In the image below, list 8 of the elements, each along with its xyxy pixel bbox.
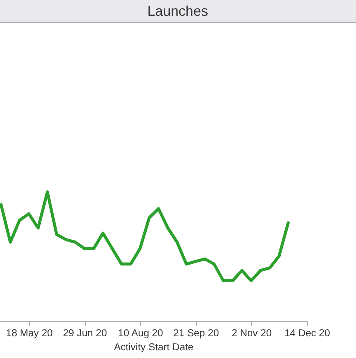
- x-tick-label: 14 Dec 20: [284, 328, 331, 340]
- x-tick-label: 29 Jun 20: [63, 328, 108, 340]
- chart-title: Launches: [0, 0, 356, 23]
- x-axis-title: Activity Start Date: [114, 342, 194, 354]
- x-tick-label: 18 May 20: [6, 328, 54, 340]
- x-tick-label: 21 Sep 20: [174, 328, 220, 340]
- x-tick-label: 2 Nov 20: [232, 328, 272, 340]
- x-tick-label: 10 Aug 20: [118, 328, 164, 340]
